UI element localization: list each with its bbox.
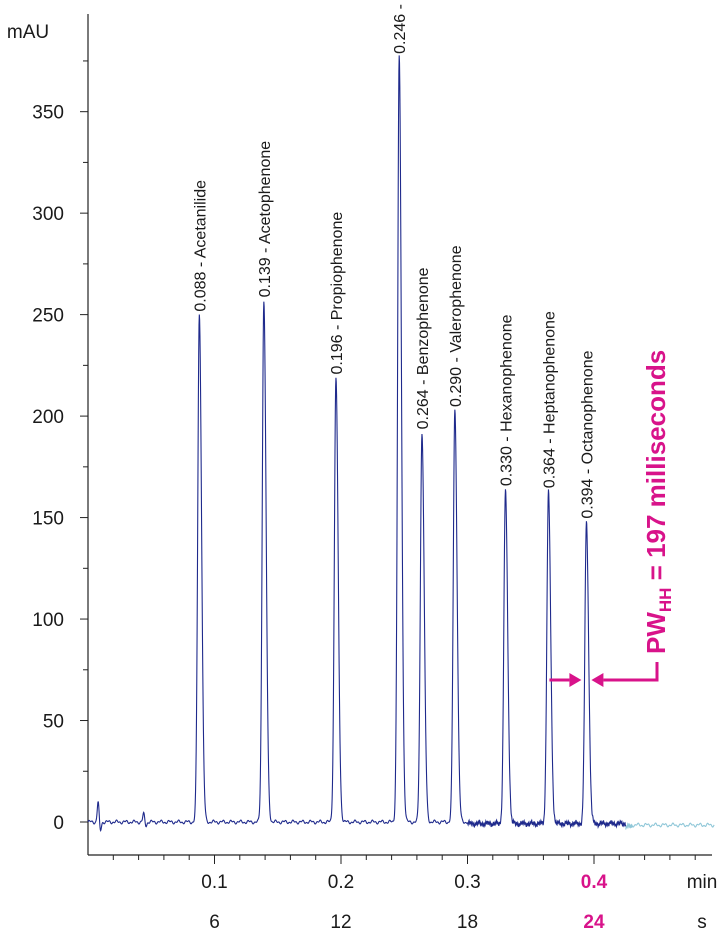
y-tick-label: 300 [32, 204, 64, 225]
peak-label: 0.246 - Butyrophenone [392, 0, 409, 54]
chromatogram-trace [87, 55, 715, 833]
y-tick-label: 350 [32, 103, 64, 124]
x-tick-label-min: 0.3 [454, 872, 480, 893]
peak-label: 0.330 - Hexanophenone [498, 314, 515, 486]
right-arrow-head [591, 673, 604, 687]
peak-label: 0.394 - Octanophenone [579, 350, 596, 518]
right-arrow-connector [603, 662, 659, 682]
y-tick-label: 0 [53, 813, 64, 834]
y-tick-label: 100 [32, 610, 64, 631]
x-tick-label-s: 12 [330, 912, 351, 933]
pw-annotation-text: PWHH = 197 milliseconds [641, 350, 675, 654]
tick-labels: 0 50 100 150 200 250 300 350 0.1 6 0.2 12 0.3 18 0.4 24 [32, 103, 607, 933]
x-tick-label-min: 0.2 [328, 872, 354, 893]
left-arrow-head [569, 673, 582, 687]
x-tick-label-min: 0.1 [201, 872, 227, 893]
peak-labels: 0.088 - Acetanilide 0.139 - Acetophenone 0… [192, 0, 596, 519]
peak-width-annotation: PWHH = 197 milliseconds [549, 350, 675, 687]
signal-line [87, 55, 627, 833]
x-axis-unit-label-min: min [687, 872, 718, 893]
peak-label: 0.290 - Valerophenone [448, 245, 465, 407]
axes [87, 14, 712, 856]
x-tick-label-s: 18 [457, 912, 478, 933]
tick-marks [80, 60, 696, 864]
x-tick-label-min: 0.4 [581, 872, 608, 893]
peak-label: 0.196 - Propiophenone [329, 212, 346, 375]
y-tick-label: 50 [43, 712, 64, 733]
peak-label: 0.364 - Heptanophenone [541, 311, 558, 488]
y-tick-label: 150 [32, 509, 64, 530]
x-tick-label-s: 6 [209, 912, 220, 933]
peak-label: 0.139 - Acetophenone [257, 141, 274, 298]
peak-label: 0.264 - Benzophenone [415, 267, 432, 429]
x-axis-unit-label-s: s [697, 912, 707, 933]
x-tick-label-s: 24 [583, 912, 605, 933]
y-tick-label: 250 [32, 306, 64, 327]
y-axis-unit-label: mAU [7, 22, 49, 43]
y-tick-label: 200 [32, 407, 64, 428]
peak-label: 0.088 - Acetanilide [192, 180, 209, 312]
signal-tail-line [625, 822, 715, 830]
